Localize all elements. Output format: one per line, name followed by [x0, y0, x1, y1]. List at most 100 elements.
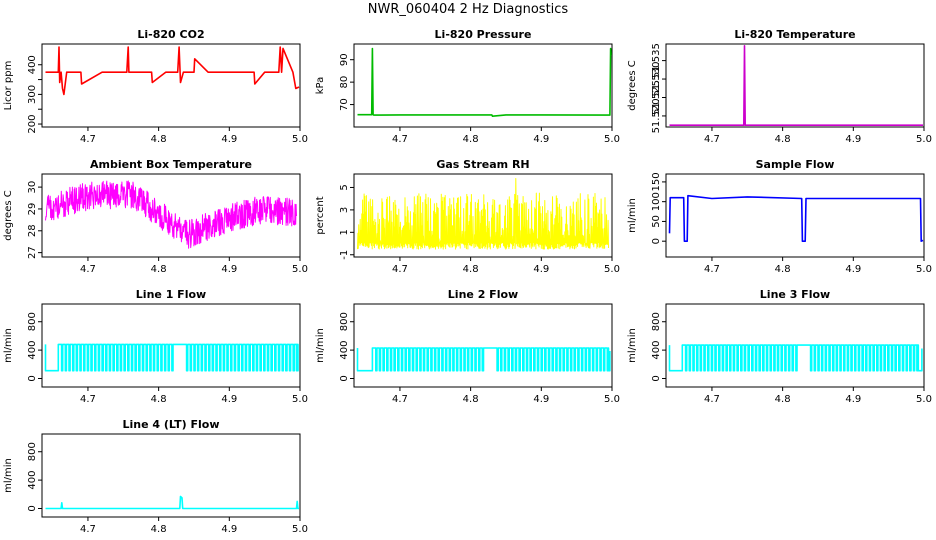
- y-axis-label: ml/min: [627, 198, 638, 233]
- x-tick-label: 4.9: [221, 134, 237, 145]
- x-tick-label: 4.9: [221, 524, 237, 535]
- x-tick-label: 5.0: [292, 264, 308, 275]
- y-axis-label: kPa: [315, 77, 326, 95]
- plot-frame: [665, 43, 925, 128]
- y-axis-label: ml/min: [3, 458, 14, 493]
- chart-title: Ambient Box Temperature: [90, 158, 252, 171]
- y-tick-label: 0: [651, 375, 662, 381]
- y-tick-label: 51.530: [651, 62, 662, 97]
- y-tick-label: 100: [651, 192, 662, 211]
- y-tick-label: 30: [27, 181, 38, 194]
- chart-panel-gas-stream-rh: Gas Stream RH 4.7 4.8 4.9 5.0 -1 1 3 5 percent: [315, 158, 620, 275]
- y-tick-label: 150: [651, 172, 662, 191]
- x-tick-label: 4.9: [221, 394, 237, 405]
- y-tick-label: 50: [651, 215, 662, 228]
- y-tick-label: -1: [339, 250, 350, 260]
- chart-title: Sample Flow: [756, 158, 835, 171]
- x-tick-label: 4.7: [704, 134, 720, 145]
- x-tick-label: 4.8: [775, 394, 791, 405]
- chart-panel-line3-flow: Line 3 Flow 4.7 4.8 4.9 5.0 0 400 800 ml/min: [627, 288, 932, 405]
- data-series-line: [357, 47, 612, 117]
- data-series-line: [668, 344, 923, 372]
- y-axis-label: Licor ppm: [3, 61, 14, 111]
- x-tick-label: 4.8: [463, 134, 479, 145]
- y-tick-label: 800: [339, 312, 350, 331]
- y-tick-label: 1: [339, 229, 350, 235]
- y-axis-label: ml/min: [315, 328, 326, 363]
- y-tick-label: 5: [339, 184, 350, 190]
- y-tick-label: 0: [27, 375, 38, 381]
- x-tick-label: 5.0: [292, 134, 308, 145]
- plot-frame: [41, 433, 301, 518]
- y-tick-label: 51.520: [651, 98, 662, 133]
- x-tick-label: 4.7: [392, 264, 408, 275]
- x-tick-label: 5.0: [916, 264, 932, 275]
- data-series-line: [356, 347, 611, 372]
- y-axis-label: degrees C: [627, 60, 638, 110]
- chart-title: Line 2 Flow: [448, 288, 518, 301]
- chart-title: Gas Stream RH: [436, 158, 529, 171]
- data-series-line: [45, 46, 300, 96]
- x-tick-label: 4.8: [775, 264, 791, 275]
- plot-frame: [353, 303, 613, 388]
- chart-title: Li-820 Temperature: [734, 28, 855, 41]
- plot-frame: [41, 173, 301, 258]
- x-tick-label: 4.8: [151, 524, 167, 535]
- x-tick-label: 5.0: [604, 264, 620, 275]
- y-axis-label: ml/min: [3, 328, 14, 363]
- chart-panel-line1-flow: Line 1 Flow 4.7 4.8 4.9 5.0 0 400 800 ml/min: [3, 288, 308, 405]
- y-tick-label: 400: [27, 341, 38, 360]
- y-tick-label: 0: [651, 238, 662, 244]
- x-tick-label: 4.9: [533, 264, 549, 275]
- x-tick-label: 4.7: [704, 264, 720, 275]
- x-tick-label: 4.7: [80, 134, 96, 145]
- x-tick-label: 4.7: [392, 134, 408, 145]
- x-tick-label: 4.7: [392, 394, 408, 405]
- x-tick-label: 5.0: [604, 134, 620, 145]
- chart-panel-pressure: Li-820 Pressure 4.7 4.8 4.9 5.0 70 80 90 kPa: [315, 28, 620, 145]
- y-tick-label: 3: [339, 207, 350, 213]
- y-tick-label: 80: [339, 76, 350, 89]
- chart-title: Line 1 Flow: [136, 288, 206, 301]
- x-tick-label: 5.0: [916, 134, 932, 145]
- y-axis-label: ml/min: [627, 328, 638, 363]
- data-series-line: [668, 194, 924, 242]
- x-tick-label: 4.7: [704, 394, 720, 405]
- y-tick-label: 0: [27, 505, 38, 511]
- x-tick-label: 4.8: [463, 264, 479, 275]
- x-tick-label: 4.9: [221, 264, 237, 275]
- data-series-line: [45, 495, 299, 510]
- data-series-line: [45, 180, 297, 249]
- y-tick-label: 27: [27, 246, 38, 259]
- x-tick-label: 4.9: [533, 134, 549, 145]
- y-tick-label: 300: [27, 85, 38, 104]
- x-tick-label: 4.8: [463, 394, 479, 405]
- plot-frame: [665, 173, 925, 258]
- x-tick-label: 4.9: [845, 264, 861, 275]
- x-tick-label: 4.8: [151, 134, 167, 145]
- chart-panel-co2: Li-820 CO2 4.7 4.8 4.9 5.0 200 300 400 Licor ppm: [3, 28, 308, 145]
- data-series-line: [669, 44, 923, 126]
- plot-frame: [665, 303, 925, 388]
- y-tick-label: 28: [27, 224, 38, 237]
- page-title: NWR_060404 2 Hz Diagnostics: [367, 2, 569, 17]
- y-tick-label: 200: [27, 114, 38, 133]
- x-tick-label: 4.7: [80, 524, 96, 535]
- chart-panel-line4-flow: Line 4 (LT) Flow 4.7 4.8 4.9 5.0 0 400 800 ml/mi…: [3, 418, 308, 535]
- x-tick-label: 5.0: [292, 394, 308, 405]
- plot-frame: [41, 43, 301, 128]
- y-axis-label: degrees C: [3, 190, 14, 240]
- y-axis-label: percent: [315, 196, 326, 234]
- y-tick-label: 400: [27, 55, 38, 74]
- x-tick-label: 4.9: [533, 394, 549, 405]
- y-tick-label: 800: [27, 442, 38, 461]
- y-tick-label: 70: [339, 98, 350, 111]
- x-tick-label: 4.7: [80, 264, 96, 275]
- chart-panel-line2-flow: Line 2 Flow 4.7 4.8 4.9 5.0 0 400 800 ml/min: [315, 288, 620, 405]
- chart-title: Li-820 Pressure: [435, 28, 532, 41]
- y-tick-label: 800: [27, 312, 38, 331]
- data-series-line: [357, 178, 609, 250]
- chart-title: Li-820 CO2: [137, 28, 204, 41]
- y-tick-label: 0: [339, 375, 350, 381]
